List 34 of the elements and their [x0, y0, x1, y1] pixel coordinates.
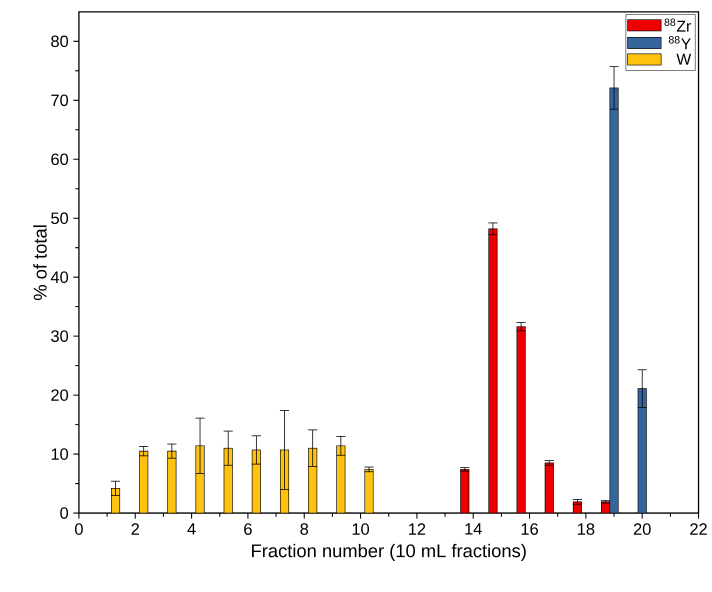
y-tick-label: 40	[50, 271, 68, 283]
bar	[544, 462, 554, 514]
y-tick-label: 10	[52, 448, 68, 460]
bar	[460, 469, 470, 514]
y-tick-label: 70	[51, 94, 68, 106]
bar	[609, 88, 619, 514]
bar	[364, 469, 374, 514]
x-tick-label: 22	[690, 523, 707, 535]
x-tick-label: 8	[300, 523, 308, 535]
x-tick-label: 4	[187, 523, 196, 535]
x-tick-label: 18	[578, 523, 594, 535]
legend-label: $^{88}$Zr	[664, 18, 691, 32]
y-tick-label: 0	[60, 507, 68, 519]
x-tick-label: 10	[352, 523, 370, 535]
x-tick-label: 0	[75, 523, 83, 535]
y-tick-label: 60	[51, 153, 68, 166]
x-tick-label: 2	[132, 523, 139, 535]
legend-label: W	[676, 54, 692, 65]
x-tick-label: 14	[465, 523, 482, 535]
y-tick-label: 20	[51, 389, 68, 401]
y-tick-label: 80	[51, 36, 68, 48]
x-tick-label: 16	[522, 523, 538, 535]
y-axis-title: % of total	[33, 225, 47, 300]
x-axis-title: Fraction number (10 mL fractions)	[252, 544, 526, 561]
x-tick-label: 6	[244, 523, 252, 535]
bar	[516, 326, 526, 514]
x-tick-label: 20	[634, 523, 651, 535]
y-tick-label: 50	[51, 212, 68, 224]
x-tick-label: 12	[409, 523, 426, 535]
bar	[167, 450, 176, 514]
bar	[488, 228, 498, 514]
bar	[252, 450, 261, 514]
y-tick-label: 30	[51, 330, 68, 342]
legend-label: $^{88}$Y	[668, 36, 691, 50]
